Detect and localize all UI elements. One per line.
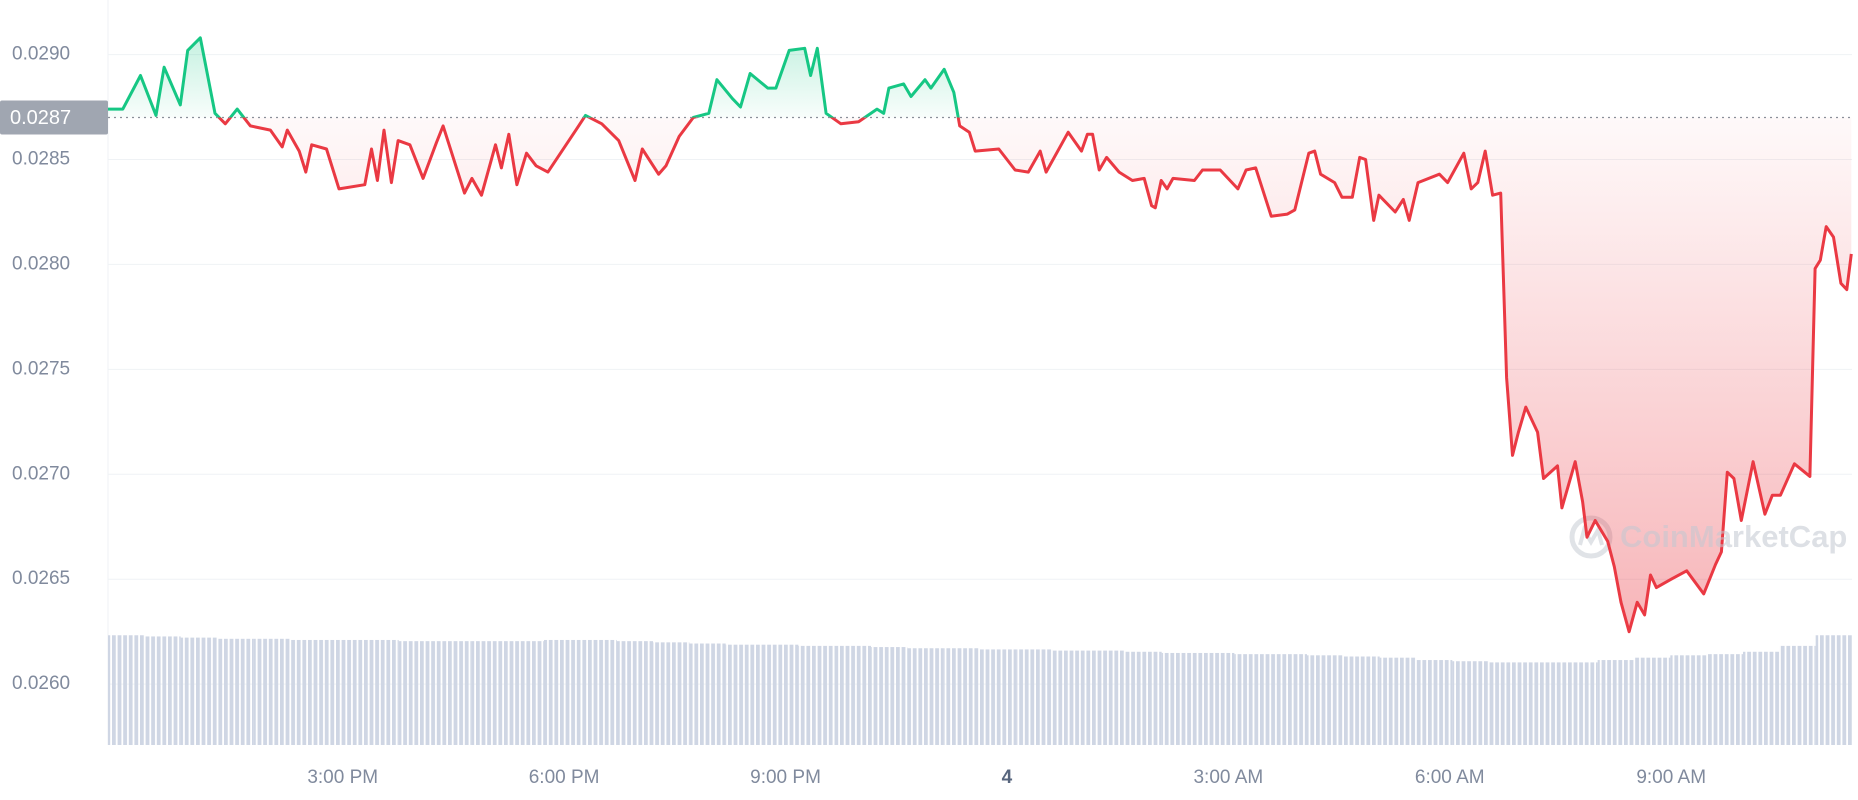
volume-bar (1234, 654, 1271, 745)
volume-bar (180, 637, 217, 745)
price-line (108, 36, 1853, 634)
volume-bar (1089, 650, 1126, 745)
volume-bar (1779, 645, 1816, 745)
volume-bar (507, 641, 544, 745)
watermark: CoinMarketCap (1620, 519, 1847, 554)
y-tick-label: 0.0275 (12, 358, 70, 379)
volume-bar (253, 638, 290, 745)
volume-bar (1488, 662, 1525, 745)
volume-bar (1597, 660, 1634, 745)
volume-bar (1815, 635, 1852, 745)
volume-bar (144, 636, 181, 745)
volume-bar (108, 635, 145, 745)
volume-bar (435, 641, 472, 745)
volume-bar (1270, 654, 1307, 745)
volume-bar (980, 649, 1017, 745)
volume-bar (943, 648, 980, 745)
volume-bar (689, 643, 726, 745)
volume-bar (1670, 655, 1707, 745)
volume-bar (326, 639, 363, 745)
volume-bar (1161, 652, 1198, 745)
volume-bar (1016, 649, 1053, 745)
reference-label: 0.0287 (10, 107, 71, 129)
volume-bar (1743, 651, 1780, 745)
volume-bar (762, 644, 799, 745)
volume-bar (289, 639, 326, 745)
volume-bar (1561, 662, 1598, 745)
volume-bar (907, 648, 944, 745)
volume-bar (398, 641, 435, 745)
volume-bar (1379, 657, 1416, 745)
volume-bar (871, 647, 908, 745)
x-tick-label: 4 (1002, 767, 1013, 788)
x-tick-label: 6:00 PM (529, 767, 600, 788)
y-tick-label: 0.0290 (12, 44, 70, 65)
x-tick-label: 3:00 AM (1193, 767, 1263, 788)
volume-bar (653, 642, 690, 745)
volume-bar (1525, 662, 1562, 745)
volume-bar (1452, 661, 1489, 745)
volume-bar (1198, 652, 1235, 745)
volume-bar (1052, 650, 1089, 745)
volume-bar (1416, 660, 1453, 745)
reference-label-box (0, 100, 108, 135)
volume-bar (1307, 655, 1344, 745)
x-tick-label: 9:00 AM (1636, 767, 1706, 788)
volume-bar (1125, 651, 1162, 745)
volume-bar (1634, 657, 1671, 745)
volume-bar (1706, 654, 1743, 745)
volume-bar (471, 641, 508, 745)
x-tick-label: 3:00 PM (307, 767, 378, 788)
y-tick-label: 0.0285 (12, 149, 70, 170)
y-tick-label: 0.0270 (12, 463, 70, 484)
price-area (108, 37, 1852, 632)
volume-bar (725, 644, 762, 745)
x-tick-label: 9:00 PM (750, 767, 821, 788)
y-tick-label: 0.0265 (12, 568, 70, 589)
y-tick-label: 0.0280 (12, 253, 70, 274)
volume-bar (580, 639, 617, 745)
volume-bar (1343, 656, 1380, 745)
volume-bar (362, 639, 399, 745)
volume-bar (217, 638, 254, 745)
volume-bar (544, 639, 581, 745)
volume-bar (798, 645, 835, 745)
volume-bar (616, 641, 653, 745)
volume-bar (834, 645, 871, 745)
y-tick-label: 0.0260 (12, 673, 70, 694)
x-tick-label: 6:00 AM (1415, 767, 1485, 788)
